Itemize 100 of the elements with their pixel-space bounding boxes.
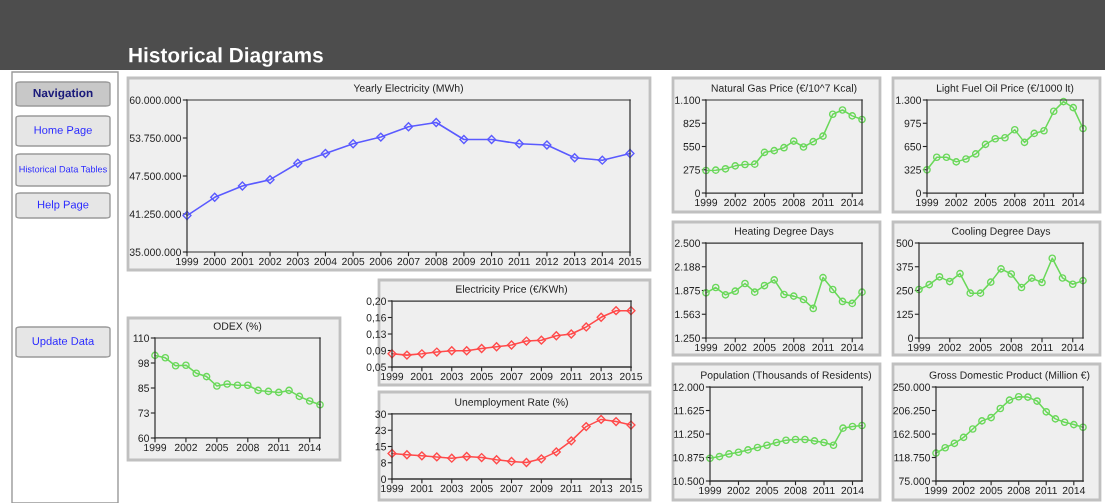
point: [763, 441, 771, 450]
x-tick-label: 1999: [925, 486, 948, 495]
point: [721, 291, 730, 299]
point: [1059, 97, 1068, 106]
y-tick-label: 41.250.000: [129, 210, 182, 218]
point: [702, 289, 710, 297]
point: [1014, 392, 1023, 401]
y-tick-label: 75.000: [899, 477, 931, 485]
chart-title: Heating Degree Days: [735, 227, 834, 237]
point: [839, 424, 847, 432]
x-tick-label: 2011: [813, 486, 835, 495]
point: [285, 386, 293, 395]
point: [611, 306, 621, 316]
point: [981, 140, 990, 149]
point: [1058, 274, 1067, 282]
point: [702, 166, 710, 175]
point: [536, 335, 546, 345]
x-tick-label: 2015: [619, 484, 643, 493]
x-tick-label: 2005: [755, 486, 779, 495]
x-tick-label: 2000: [203, 257, 226, 266]
point: [1005, 396, 1014, 404]
x-tick-label: 2002: [174, 443, 197, 452]
x-tick-label: 2005: [980, 486, 1003, 495]
y-tick-label: 650: [904, 143, 922, 151]
point: [996, 404, 1005, 413]
x-tick-label: 2005: [974, 198, 997, 207]
point: [848, 422, 857, 431]
point: [971, 150, 980, 158]
x-tick-label: 2011: [508, 257, 530, 266]
point: [782, 436, 790, 445]
x-tick-label: 1999: [176, 257, 199, 266]
x-tick-label: 2002: [724, 343, 747, 352]
point: [932, 153, 941, 162]
y-tick-label: 11.250: [674, 430, 705, 438]
point: [1030, 129, 1039, 138]
x-tick-label: 2006: [369, 257, 392, 266]
x-tick-label: 2002: [952, 486, 975, 495]
y-tick-label: 98: [138, 359, 149, 367]
x-tick-label: 2008: [782, 198, 805, 207]
x-tick-label: 2011: [1033, 198, 1055, 207]
point: [213, 382, 221, 390]
chart-title: Population (Thousands of Residents): [701, 371, 872, 381]
x-tick-label: 2001: [410, 372, 433, 381]
x-tick-label: 2001: [231, 257, 254, 266]
point: [780, 290, 788, 299]
point: [551, 331, 561, 341]
x-tick-label: 2014: [298, 443, 321, 452]
point: [626, 306, 636, 316]
point: [942, 153, 951, 162]
y-tick-label: 118.750: [894, 454, 931, 462]
point: [581, 421, 591, 432]
x-tick-label: 2015: [618, 257, 642, 266]
x-tick-label: 2014: [591, 257, 614, 266]
point: [858, 421, 866, 430]
x-tick-label: 2008: [425, 257, 448, 266]
point: [506, 456, 517, 467]
chart-title: Gross Domestic Product (Million €): [929, 371, 1090, 381]
chart-title: Electricity Price (€/KWh): [456, 285, 567, 295]
point: [959, 433, 968, 442]
point: [770, 146, 779, 155]
point: [799, 295, 808, 304]
text: Home Page: [34, 126, 92, 137]
y-tick-label: 975: [904, 119, 922, 128]
x-tick-label: 2014: [841, 486, 864, 495]
point: [838, 106, 847, 114]
x-tick-label: 2008: [1003, 198, 1026, 207]
x-tick-label: 2007: [500, 372, 523, 381]
point: [780, 143, 788, 152]
point: [829, 441, 838, 450]
point: [711, 283, 720, 292]
y-tick-label: 825: [683, 119, 701, 128]
point: [962, 155, 970, 163]
point: [741, 160, 749, 169]
x-tick-label: 2013: [590, 484, 613, 493]
x-tick-label: 1999: [381, 372, 404, 381]
point: [566, 329, 576, 339]
x-tick-label: 2015: [619, 372, 643, 381]
y-tick-label: 250: [896, 287, 914, 295]
point: [991, 134, 1000, 143]
x-tick-label: 2002: [724, 198, 747, 207]
point: [477, 343, 487, 354]
point: [978, 417, 986, 425]
point: [734, 448, 743, 457]
point: [986, 278, 995, 286]
point: [459, 134, 469, 145]
point: [789, 137, 798, 145]
point: [966, 289, 975, 297]
point: [477, 452, 487, 463]
point: [417, 349, 427, 359]
y-tick-label: 10.500: [673, 477, 705, 485]
point: [402, 450, 412, 460]
point: [809, 137, 818, 146]
x-tick-label: 2014: [841, 198, 864, 207]
chart-title: Yearly Electricity (MWh): [353, 84, 463, 94]
x-tick-label: 2014: [1062, 486, 1086, 495]
x-tick-label: 2005: [753, 198, 776, 207]
x-tick-label: 2009: [530, 484, 553, 493]
y-tick-label: 11.625: [674, 407, 705, 415]
y-tick-label: 85: [138, 384, 150, 392]
point: [772, 438, 781, 447]
